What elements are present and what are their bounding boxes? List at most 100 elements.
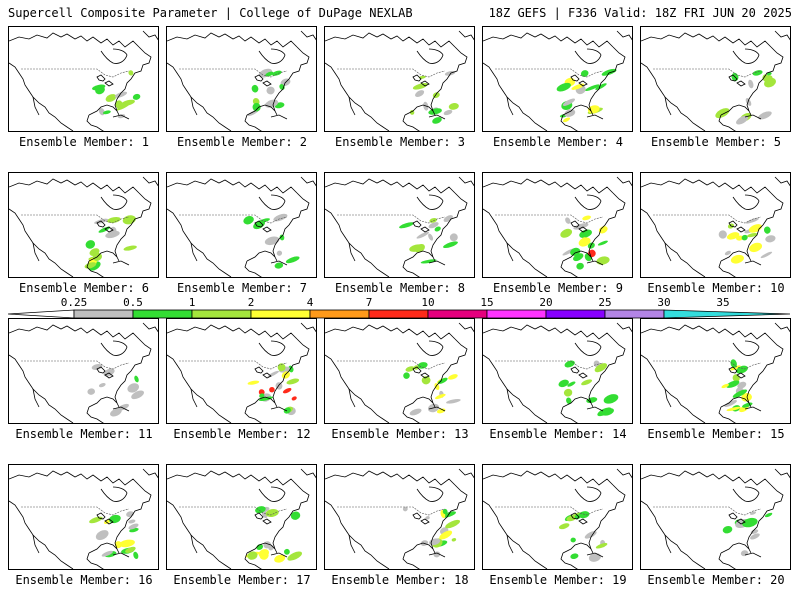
scp-contour (444, 70, 456, 76)
coastline (104, 518, 114, 525)
coastline (167, 178, 298, 194)
north-america-map (641, 176, 790, 277)
scp-contour (556, 82, 571, 92)
coastline (506, 242, 514, 262)
coastline (270, 406, 288, 412)
coastline (246, 542, 276, 554)
coastline (412, 512, 422, 520)
coastline (641, 324, 772, 340)
coastline (641, 470, 772, 486)
ensemble-member-caption: Ensemble Member: 8 (334, 281, 466, 295)
scp-contour (105, 230, 120, 239)
scp-field (243, 213, 300, 269)
scp-contour (442, 511, 456, 518)
coastline (728, 366, 738, 374)
scp-contour (578, 511, 590, 519)
coastline (114, 338, 152, 408)
scp-contour (290, 511, 301, 520)
coastline (720, 396, 750, 408)
coastline (562, 542, 592, 554)
coastline (483, 208, 548, 277)
scp-contour (269, 386, 275, 393)
north-america-map (167, 468, 316, 569)
scp-contour (399, 222, 414, 229)
scp-field (403, 362, 461, 416)
scp-contour (574, 514, 581, 520)
coastline (570, 220, 580, 228)
coastline (578, 226, 588, 233)
scp-field (89, 511, 139, 559)
coastline (774, 176, 790, 187)
scp-contour (595, 543, 608, 549)
scp-contour (732, 389, 748, 398)
north-america-map (325, 322, 474, 423)
scp-contour (132, 93, 141, 100)
scp-contour (558, 379, 569, 388)
scp-contour (745, 218, 759, 224)
us-canada-border (337, 68, 446, 78)
coastline (732, 194, 760, 210)
coastline (190, 96, 198, 116)
coastline (86, 114, 105, 131)
coastline (96, 512, 106, 520)
coastline (244, 114, 263, 131)
ensemble-member-map (640, 464, 791, 570)
colorbar-tick-label: 0.5 (123, 296, 143, 309)
coastline (258, 486, 286, 502)
coastline (483, 354, 548, 423)
coastline (404, 104, 434, 116)
coastline (746, 484, 784, 554)
scp-contour (283, 407, 291, 414)
scp-contour (247, 551, 258, 560)
coastline (325, 354, 390, 423)
coastline (258, 340, 286, 356)
scp-contour (433, 551, 441, 558)
coastline (641, 208, 706, 277)
coastline (9, 354, 74, 423)
ensemble-member-caption: Ensemble Member: 15 (647, 427, 785, 441)
scp-contour (746, 232, 758, 238)
scp-contour (446, 399, 461, 404)
scp-contour (128, 70, 134, 76)
scp-contour (567, 381, 576, 387)
north-america-map (9, 322, 158, 423)
colorbar-tick-label: 20 (539, 296, 553, 309)
scp-contour (428, 222, 439, 229)
scp-contour (279, 234, 285, 241)
scp-contour (564, 109, 576, 117)
coastline (483, 32, 614, 48)
ensemble-member-map (8, 318, 159, 424)
coastline (244, 260, 263, 277)
scp-contour (742, 517, 758, 528)
coastline (402, 260, 421, 277)
colorbar-segment (132, 309, 193, 319)
scp-contour (443, 215, 454, 223)
coastline (254, 366, 264, 374)
coastline (416, 340, 444, 356)
scp-contour (740, 550, 749, 557)
scp-contour (560, 228, 573, 238)
coastline (746, 338, 784, 408)
us-canada-border (337, 360, 446, 370)
coastline (190, 388, 198, 408)
scp-contour (127, 383, 139, 393)
scp-contour (598, 226, 608, 234)
coastline (86, 406, 105, 423)
coastline (578, 80, 588, 87)
coastline (641, 500, 706, 569)
scp-contour (281, 371, 291, 379)
coastline (416, 486, 444, 502)
scp-contour (102, 110, 111, 115)
coastline (348, 96, 356, 116)
scp-contour (581, 379, 593, 386)
scp-contour (564, 360, 575, 368)
coastline (560, 260, 579, 277)
coastline (412, 74, 422, 82)
scp-contour (726, 380, 740, 388)
ensemble-member-caption: Ensemble Member: 20 (647, 573, 785, 587)
coastline (325, 62, 390, 131)
coastline (167, 354, 232, 423)
colorbar-segment (191, 309, 252, 319)
coastline (744, 260, 762, 266)
scp-contour (108, 514, 121, 524)
